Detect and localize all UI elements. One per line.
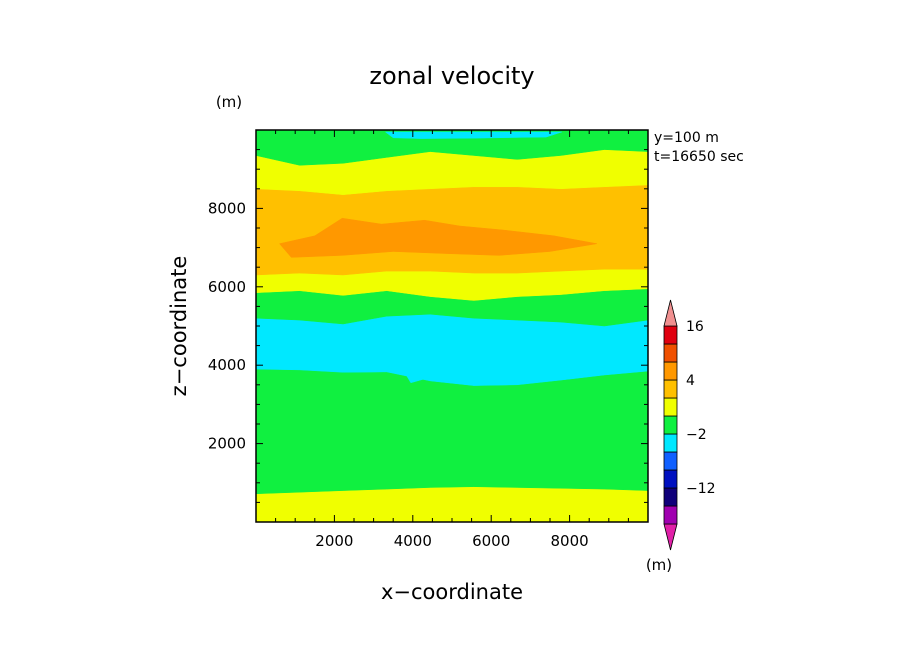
- colorbar-triangle-low: [663, 523, 678, 551]
- y-axis-label: z−coordinate: [167, 256, 191, 397]
- colorbar: [663, 299, 678, 551]
- y-tick-label: 6000: [208, 278, 246, 296]
- colorbar-box-16_20: [663, 325, 678, 345]
- colorbar-box--2_0: [663, 433, 678, 453]
- y-tick-label: 8000: [208, 199, 246, 217]
- annotation-y-position: y=100 m: [654, 130, 719, 146]
- contour-band-2_4: [256, 486, 648, 522]
- colorbar-tick-label: −12: [686, 481, 716, 497]
- colorbar-box-2_4: [663, 397, 678, 417]
- colorbar-tick-label: 16: [686, 319, 704, 335]
- colorbar-tick-label: −2: [686, 427, 707, 443]
- x-tick-label: 6000: [472, 532, 510, 550]
- x-tick-label: 2000: [315, 532, 353, 550]
- colorbar-box-12_16: [663, 343, 678, 363]
- colorbar-box-0_2: [663, 415, 678, 435]
- colorbar-tick-label: 4: [686, 373, 695, 389]
- colorbar-labels: 16 4 −2 −12: [686, 319, 716, 497]
- x-tick-label: 4000: [394, 532, 432, 550]
- contour-band-0_2: [256, 368, 648, 495]
- colorbar-box--8_-4: [663, 469, 678, 489]
- colorbar-box--16_-12: [663, 505, 678, 525]
- colorbar-box--12_-8: [663, 487, 678, 507]
- contour-patch-8_12: [279, 217, 598, 258]
- x-tick-label: 8000: [551, 532, 589, 550]
- contour-patch--2_0: [384, 131, 562, 139]
- y-axis-ticks: 2000 4000 6000 8000: [208, 149, 648, 503]
- contour-band-0_2: [256, 130, 648, 166]
- x-axis-label: x−coordinate: [381, 580, 523, 604]
- plot-area: [256, 130, 648, 522]
- y-tick-label: 2000: [208, 435, 246, 453]
- colorbar-box--4_-2: [663, 451, 678, 471]
- colorbar-box-4_8: [663, 379, 678, 399]
- annotation-time: t=16650 sec: [654, 149, 744, 165]
- y-tick-label: 4000: [208, 356, 246, 374]
- x-axis-ticks: 2000 4000 6000 8000: [275, 130, 629, 550]
- colorbar-box-8_12: [663, 361, 678, 381]
- contour-patch--2_0: [404, 366, 426, 384]
- colorbar-triangle-high: [663, 299, 678, 327]
- y-unit-label: (m): [216, 93, 242, 111]
- colorbar-unit-label: (m): [646, 556, 672, 574]
- chart-title: zonal velocity: [369, 62, 534, 90]
